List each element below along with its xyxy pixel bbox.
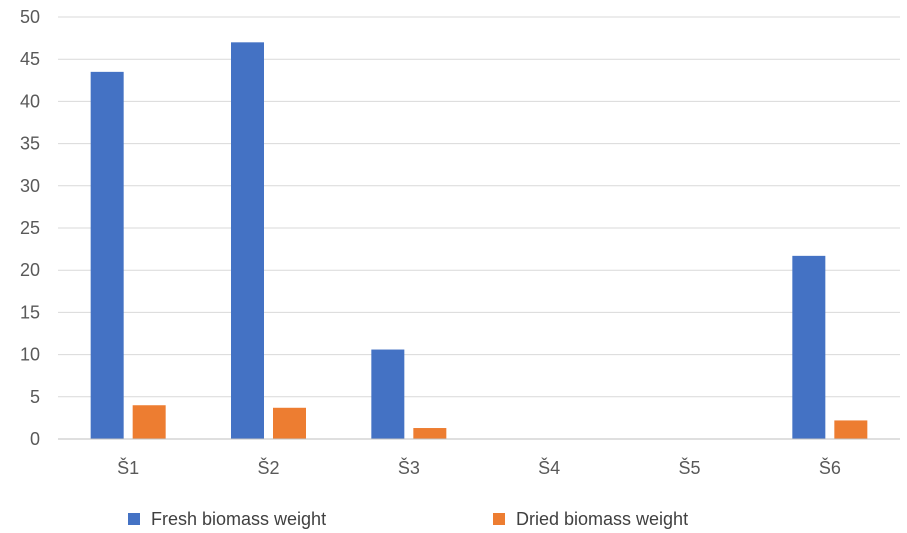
legend-swatch: [128, 513, 140, 525]
y-tick-label: 30: [20, 176, 40, 196]
y-tick-label: 35: [20, 134, 40, 154]
y-tick-label: 15: [20, 302, 40, 322]
bar-dried-2: [273, 407, 306, 439]
y-tick-label: 20: [20, 260, 40, 280]
x-tick-label: Š1: [117, 457, 139, 478]
y-tick-label: 50: [20, 7, 40, 27]
bar-fresh-1: [90, 71, 124, 440]
x-tick-label: Š2: [257, 457, 279, 478]
x-axis-ticks: Š1 Š2 Š3 Š4 Š5 Š6: [117, 457, 841, 478]
legend-swatch: [493, 513, 505, 525]
x-tick-label: Š5: [678, 457, 700, 478]
x-tick-label: Š4: [538, 457, 560, 478]
bar-fresh-6: [792, 255, 826, 439]
bar-fresh-3: [371, 349, 405, 439]
gridlines: [58, 16, 900, 398]
y-tick-label: 10: [20, 345, 40, 365]
bar-dried-6: [834, 420, 868, 439]
bar-fresh-2: [231, 42, 264, 439]
y-tick-label: 45: [20, 49, 40, 69]
y-axis-ticks: 0 5 10 15 20 25 30 35 40 45 50: [20, 7, 40, 449]
y-tick-label: 0: [30, 429, 40, 449]
legend-label: Fresh biomass weight: [151, 509, 326, 529]
y-tick-label: 25: [20, 218, 40, 238]
x-tick-label: Š6: [819, 457, 841, 478]
bar-dried-3: [413, 428, 447, 439]
bars: [90, 42, 868, 440]
y-tick-label: 40: [20, 91, 40, 111]
legend-label: Dried biomass weight: [516, 509, 688, 529]
y-tick-label: 5: [30, 387, 40, 407]
legend: Fresh biomass weight Dried biomass weight: [128, 509, 688, 529]
x-tick-label: Š3: [398, 457, 420, 478]
bar-dried-1: [132, 405, 166, 439]
